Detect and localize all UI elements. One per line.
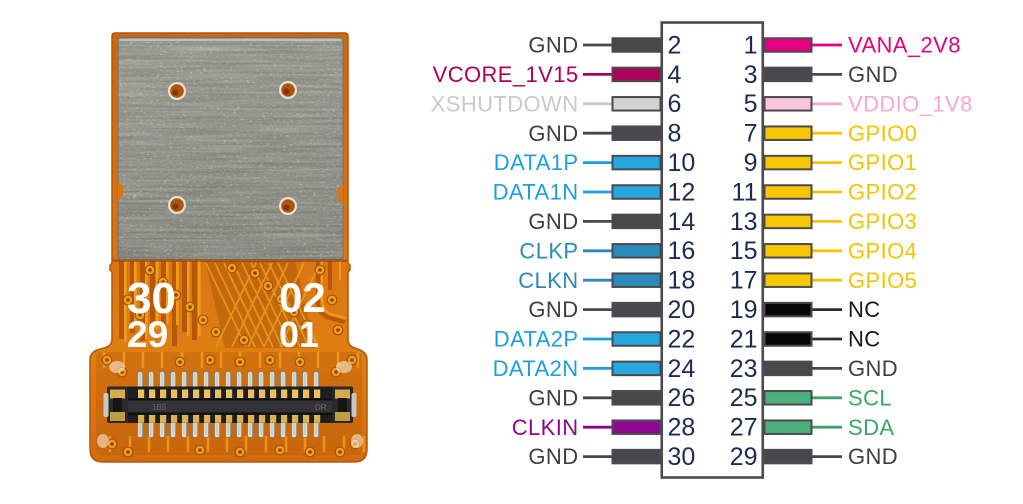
svg-text:20: 20 [668,296,696,324]
svg-text:XSHUTDOWN: XSHUTDOWN [431,91,579,116]
svg-text:GPIO2: GPIO2 [848,180,917,205]
svg-text:GPIO4: GPIO4 [848,238,917,263]
svg-text:5: 5 [744,90,758,118]
svg-text:02: 02 [279,274,326,321]
svg-text:GPIO5: GPIO5 [848,268,917,293]
svg-text:GND: GND [528,33,578,58]
svg-text:24: 24 [668,355,696,383]
svg-text:GND: GND [528,121,578,146]
svg-text:SDA: SDA [848,415,894,440]
svg-text:12: 12 [668,178,696,206]
svg-text:CLKIN: CLKIN [512,415,579,440]
svg-text:GND: GND [848,356,898,381]
svg-text:DATA1P: DATA1P [494,150,579,175]
svg-text:GND: GND [528,385,578,410]
svg-text:DATA1N: DATA1N [493,180,579,205]
svg-text:01: 01 [279,314,319,355]
svg-text:DATA2P: DATA2P [494,327,579,352]
svg-text:1: 1 [744,31,758,59]
svg-text:VDDIO_1V8: VDDIO_1V8 [848,91,973,116]
svg-text:16: 16 [668,237,696,265]
svg-text:29: 29 [127,314,168,355]
svg-text:GND: GND [528,444,578,469]
svg-text:22: 22 [668,325,696,353]
svg-text:30: 30 [668,443,696,471]
svg-text:17: 17 [730,267,758,295]
svg-text:3: 3 [744,61,758,89]
svg-text:10: 10 [668,149,696,177]
svg-text:18: 18 [668,267,696,295]
svg-text:26: 26 [668,384,696,412]
svg-text:NC: NC [848,297,881,322]
svg-text:21: 21 [730,325,758,353]
svg-text:8: 8 [668,120,682,148]
svg-text:14: 14 [668,208,696,236]
svg-text:CLKP: CLKP [519,238,578,263]
svg-text:7: 7 [744,120,758,148]
svg-text:2: 2 [668,31,682,59]
svg-text:30: 30 [127,274,176,323]
svg-text:28: 28 [668,414,696,442]
svg-text:GPIO3: GPIO3 [848,209,917,234]
svg-text:6: 6 [668,90,682,118]
svg-text:29: 29 [730,443,758,471]
svg-text:9: 9 [744,149,758,177]
svg-text:19: 19 [730,296,758,324]
svg-text:11: 11 [732,178,758,206]
svg-text:23: 23 [730,355,758,383]
svg-text:GND: GND [528,209,578,234]
svg-text:DR: DR [315,403,327,412]
svg-text:GND: GND [848,62,898,87]
svg-text:CLKN: CLKN [518,268,578,293]
svg-text:1B5: 1B5 [152,403,167,412]
svg-text:GND: GND [528,297,578,322]
svg-text:27: 27 [730,414,758,442]
svg-text:15: 15 [730,237,758,265]
svg-text:GND: GND [848,444,898,469]
svg-text:DATA2N: DATA2N [493,356,579,381]
svg-text:GPIO0: GPIO0 [848,121,917,146]
svg-text:VANA_2V8: VANA_2V8 [848,33,961,58]
svg-text:13: 13 [730,208,758,236]
svg-text:25: 25 [730,384,758,412]
svg-text:GPIO1: GPIO1 [848,150,917,175]
svg-text:VCORE_1V15: VCORE_1V15 [433,62,579,87]
svg-text:SCL: SCL [848,385,892,410]
svg-text:NC: NC [848,327,881,352]
svg-text:4: 4 [668,61,682,89]
